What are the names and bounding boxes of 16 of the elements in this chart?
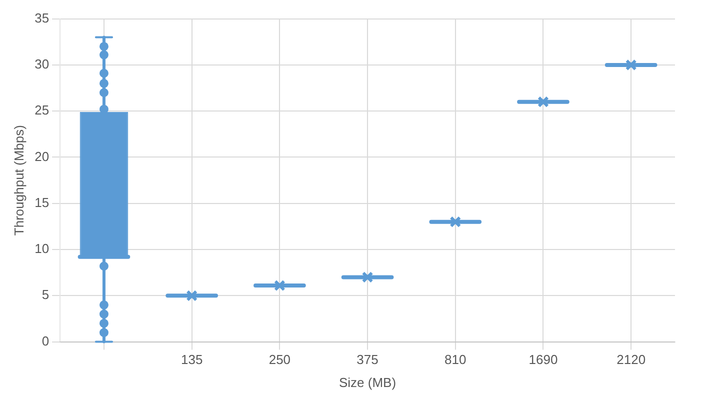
y-tick-label: 30 [34,56,50,72]
y-tick-label: 5 [42,287,50,302]
x-tick-label: 250 [268,352,291,368]
x-tick-label: 135 [180,352,203,368]
y-tick-label: 15 [34,194,50,210]
y-tick-label: 25 [34,102,50,118]
x-axis-title: Size (MB) [339,374,396,390]
x-tick-label: 2120 [616,352,646,368]
y-tick-label: 35 [34,10,50,26]
x-tick-label: 1690 [528,352,558,368]
y-tick-label: 0 [42,333,50,348]
x-tick-label: 375 [356,352,378,368]
x-tick-label: 810 [444,352,466,368]
y-tick-label: 10 [34,241,50,256]
y-tick-label: 20 [34,148,50,164]
y-axis-title: Throughput (Mbps) [11,125,26,236]
